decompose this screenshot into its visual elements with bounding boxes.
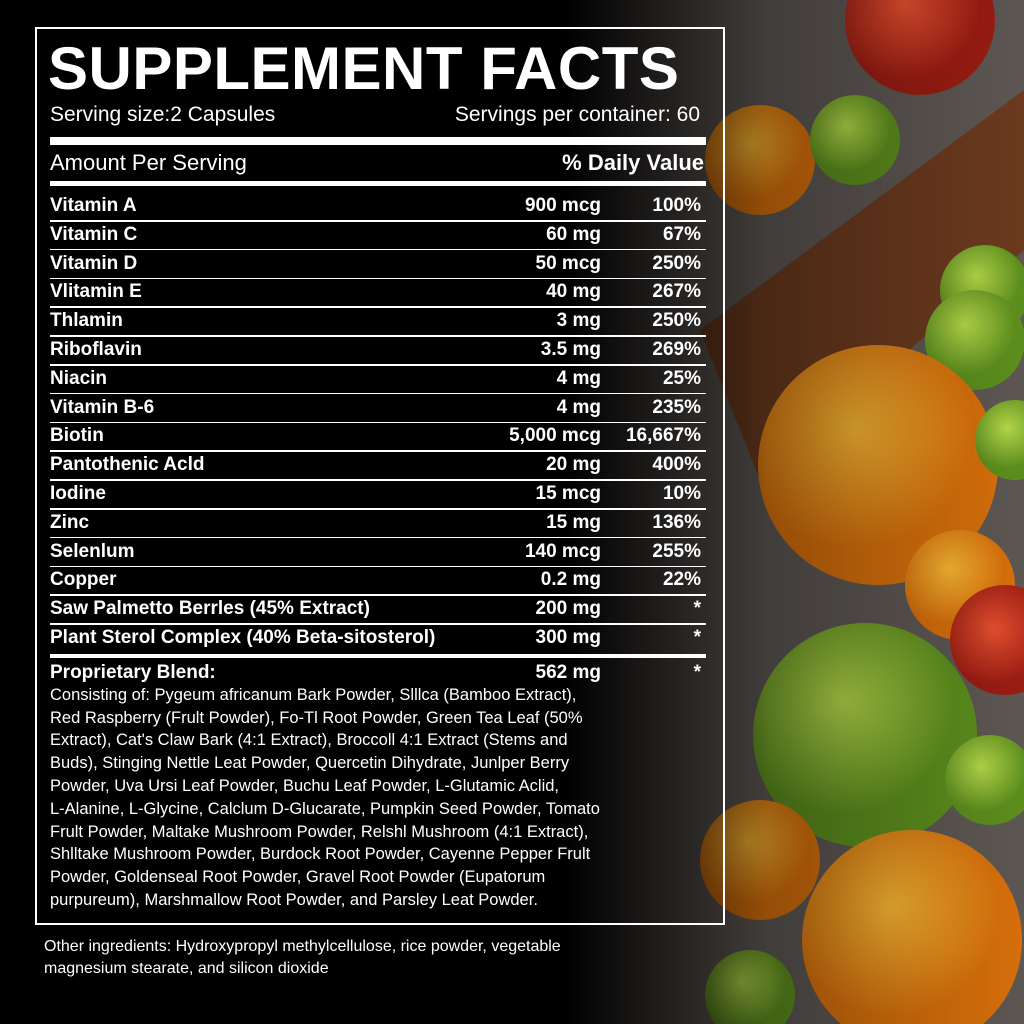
blend-description: Red Raspberry (Frult Powder), Fo-Tl Root… — [50, 708, 583, 727]
nutrient-amount: 140 mcg — [524, 540, 601, 562]
row-rule — [50, 594, 706, 596]
nutrient-name: Plant Sterol Complex (40% Beta-sitostero… — [50, 627, 436, 648]
nutrient-daily-value: 267% — [652, 281, 701, 303]
row-rule — [50, 450, 706, 452]
nutrient-amount: 20 mg — [546, 454, 601, 476]
serving-size: Serving size:2 Capsules — [50, 103, 276, 126]
row-rule — [50, 479, 706, 481]
nutrient-daily-value: 235% — [652, 396, 701, 418]
nutrient-daily-value: 10% — [662, 483, 701, 504]
nutrient-daily-value: 25% — [662, 367, 701, 389]
nutrient-daily-value: 400% — [652, 454, 701, 476]
nutrient-amount: 4 mg — [556, 367, 601, 389]
row-rule — [50, 335, 706, 337]
nutrient-name: Vlitamin E — [50, 281, 142, 303]
nutrient-name: Vitamin A — [50, 195, 137, 216]
other-ingredients: magnesium stearate, and silicon dioxide — [44, 960, 329, 977]
blend-description: Extract), Cat's Claw Bark (4:1 Extract),… — [50, 731, 568, 750]
nutrient-daily-value: * — [693, 627, 701, 648]
divider — [50, 181, 706, 186]
nutrient-amount: 3.5 mg — [540, 339, 601, 360]
blend-description: Powder, Goldenseal Root Powder, Gravel R… — [50, 868, 546, 887]
blend-name: Proprietary Blend: — [50, 661, 216, 683]
nutrient-amount: 5,000 mcg — [509, 425, 601, 447]
nutrient-daily-value: 255% — [652, 540, 701, 562]
nutrient-amount: 50 mcg — [535, 252, 601, 274]
title: SUPPLEMENT FACTS — [48, 35, 680, 102]
blend-description: purpureum), Marshmallow Root Powder, and… — [50, 891, 538, 909]
nutrient-amount: 4 mg — [556, 396, 601, 418]
row-rule — [50, 220, 706, 222]
nutrient-daily-value: 136% — [652, 511, 701, 533]
row-rule — [50, 277, 706, 280]
nutrient-amount: 40 mg — [546, 281, 601, 303]
nutrient-amount: 15 mg — [546, 511, 601, 533]
nutrient-name: Niacin — [50, 367, 108, 389]
blend-description: L-Alanine, L-Glycine, Calclum D-Glucarat… — [50, 799, 600, 818]
nutrient-name: Riboflavin — [50, 339, 142, 360]
row-rule — [50, 565, 706, 568]
nutrient-name: Iodine — [50, 483, 106, 504]
facts-box — [35, 27, 725, 925]
blend-description: Consisting of: Pygeum africanum Bark Pow… — [50, 685, 577, 704]
nutrient-daily-value: * — [693, 598, 701, 620]
nutrient-amount: 200 mg — [535, 598, 601, 620]
blend-description: Buds), Stinging Nettle Leat Powder, Quer… — [50, 754, 570, 773]
nutrient-daily-value: 250% — [652, 252, 701, 274]
nutrient-name: Biotin — [50, 425, 104, 447]
blend-daily-value: * — [693, 661, 701, 683]
nutrient-daily-value: 269% — [652, 339, 701, 360]
row-rule — [50, 421, 706, 424]
other-ingredients: Other ingredients: Hydroxypropyl methylc… — [44, 938, 561, 955]
nutrient-daily-value: 67% — [662, 223, 701, 245]
nutrient-name: Vitamin B-6 — [50, 396, 155, 418]
row-rule — [50, 508, 706, 510]
divider — [50, 653, 706, 658]
blend-description: Frult Powder, Maltake Mushroom Powder, R… — [50, 822, 589, 841]
row-rule — [50, 392, 706, 395]
nutrient-daily-value: 250% — [652, 310, 701, 332]
blend-description: Powder, Uva Ursi Leaf Powder, Buchu Leaf… — [50, 777, 560, 795]
row-rule — [50, 536, 706, 539]
row-rule — [50, 623, 706, 625]
nutrient-daily-value: 16,667% — [625, 425, 701, 447]
row-rule — [50, 364, 706, 366]
blend-description: Shlltake Mushroom Powder, Burdock Root P… — [50, 845, 591, 864]
servings-per-container: Servings per container: 60 — [454, 103, 700, 126]
nutrient-amount: 900 mcg — [524, 195, 601, 216]
nutrient-name: Pantothenic Acld — [50, 454, 205, 476]
nutrient-name: Copper — [50, 569, 117, 591]
amount-header: Amount Per Serving — [50, 150, 247, 175]
nutrient-name: Selenlum — [50, 540, 135, 562]
row-rule — [50, 248, 706, 251]
nutrient-name: Saw Palmetto Berrles (45% Extract) — [50, 598, 370, 620]
nutrient-amount: 60 mg — [546, 223, 601, 245]
divider — [50, 137, 706, 145]
nutrient-name: Zinc — [50, 511, 90, 533]
blend-amount: 562 mg — [535, 661, 601, 683]
nutrient-name: Vitamin D — [50, 252, 138, 274]
nutrient-name: Thlamin — [50, 310, 123, 332]
daily-value-header: % Daily Value — [562, 150, 704, 175]
nutrient-amount: 3 mg — [556, 310, 601, 332]
nutrient-amount: 0.2 mg — [540, 569, 601, 591]
nutrient-daily-value: 22% — [662, 569, 701, 591]
nutrient-name: Vitamin C — [50, 223, 138, 245]
nutrient-amount: 15 mcg — [535, 483, 601, 504]
nutrient-daily-value: 100% — [652, 195, 701, 216]
row-rule — [50, 306, 706, 308]
nutrient-amount: 300 mg — [535, 627, 601, 648]
